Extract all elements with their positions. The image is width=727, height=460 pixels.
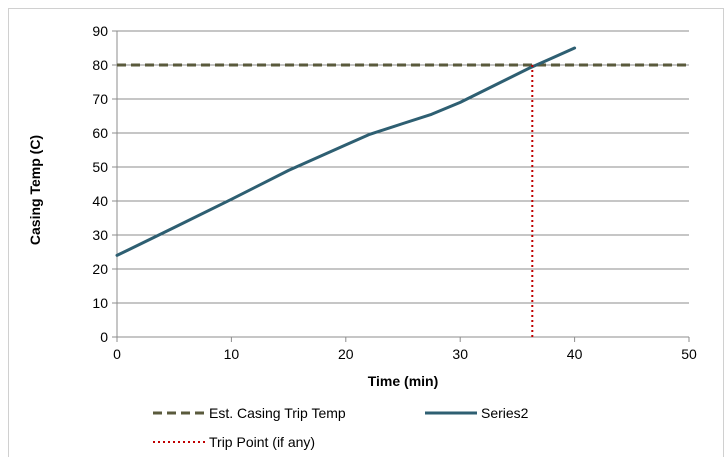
gridlines [112, 30, 689, 338]
y-tick-label: 80 [92, 57, 108, 73]
y-tick-label: 60 [92, 125, 108, 141]
x-tick-label: 30 [452, 346, 468, 362]
y-tick-label: 20 [92, 261, 108, 277]
y-tick-label: 0 [100, 329, 108, 345]
y-tick-label: 40 [92, 193, 108, 209]
y-tick-label: 10 [92, 295, 108, 311]
x-tick-labels: 0 10 20 30 40 50 [113, 346, 697, 362]
y-tick-labels: 0 10 20 30 40 50 60 70 80 90 [92, 23, 108, 345]
series-lines [115, 46, 689, 337]
y-axis-title: Casing Temp (C) [27, 135, 43, 245]
x-tick-label: 50 [681, 346, 697, 362]
legend-label-trip-point: Trip Point (if any) [209, 434, 315, 450]
series-series2-line [115, 46, 577, 257]
y-tick-label: 30 [92, 227, 108, 243]
y-tick-label: 90 [92, 23, 108, 39]
x-tick-label: 40 [567, 346, 583, 362]
axes [116, 31, 690, 342]
chart-frame [8, 8, 724, 457]
legend-label-series2: Series2 [481, 405, 529, 421]
legend-label-trip-temp: Est. Casing Trip Temp [209, 405, 346, 421]
x-tick-label: 0 [113, 346, 121, 362]
y-tick-label: 70 [92, 91, 108, 107]
y-tick-label: 50 [92, 159, 108, 175]
x-axis-title: Time (min) [368, 373, 439, 389]
x-tick-label: 10 [224, 346, 240, 362]
x-tick-label: 20 [338, 346, 354, 362]
legend: Est. Casing Trip Temp Series2 Trip Point… [153, 405, 529, 450]
